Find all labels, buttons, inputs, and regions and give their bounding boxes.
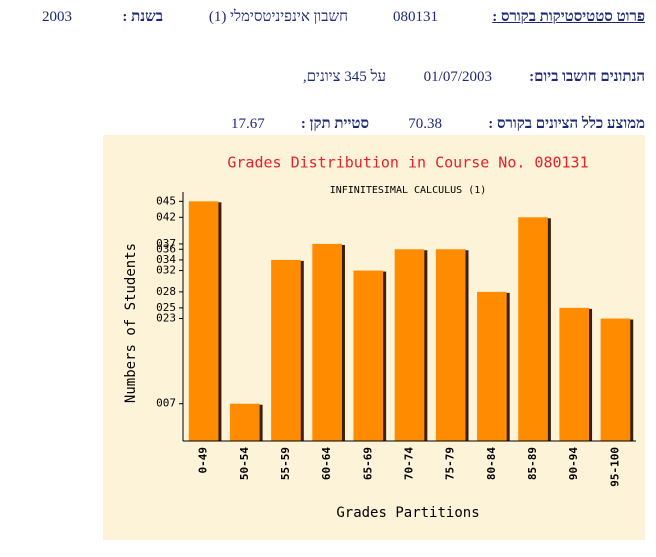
y-tick-label: 036	[156, 242, 176, 255]
std: 17.67	[231, 116, 265, 132]
x-tick-label: 65-69	[361, 447, 374, 480]
chart-subtitle: INFINITESIMAL CALCULUS (1)	[330, 185, 487, 196]
y-axis-label: Numbers of Students	[123, 243, 139, 403]
bar	[435, 249, 466, 441]
x-tick-label: 50-54	[238, 447, 251, 480]
x-tick-label: 55-59	[279, 447, 292, 480]
mean-label: ממוצע כלל הציונים בקורס :	[488, 116, 645, 132]
year: 2003	[42, 9, 72, 25]
title-label: פרוט סטטיסטיקות בקורס :	[492, 9, 645, 25]
chart-title: Grades Distribution in Course No. 080131	[227, 154, 588, 172]
y-tick-label: 037	[156, 237, 176, 250]
mean: 70.38	[408, 116, 442, 132]
std-label: סטיית תקן :	[300, 116, 369, 132]
computed-date: 01/07/2003	[423, 69, 492, 85]
x-tick-label: 95-100	[608, 447, 621, 487]
y-tick-label: 007	[156, 397, 176, 410]
y-tick-label: 023	[156, 312, 176, 325]
chart: Grades Distribution in Course No. 080131…	[103, 135, 645, 540]
x-tick-label: 60-64	[320, 447, 333, 480]
y-tick-label: 034	[156, 253, 176, 266]
y-tick-label: 042	[156, 210, 176, 223]
x-tick-label: 0-49	[197, 447, 210, 474]
year-label: בשנת :	[122, 9, 163, 25]
course-name: חשבון אינפיניטסימלי (1)	[208, 9, 348, 25]
y-tick-label: 032	[156, 264, 176, 277]
bar	[188, 201, 219, 441]
x-tick-label: 75-79	[444, 447, 457, 480]
bar	[600, 318, 631, 441]
x-tick-label: 70-74	[403, 447, 416, 480]
x-tick-label: 80-84	[485, 447, 498, 480]
y-tick-label: 045	[156, 194, 176, 207]
bar	[353, 270, 384, 441]
bar	[312, 243, 342, 441]
bar	[477, 291, 507, 441]
y-tick-label: 028	[156, 285, 176, 298]
bar	[559, 307, 590, 441]
bar	[394, 249, 425, 441]
y-tick-label: 025	[156, 301, 176, 314]
x-tick-label: 85-89	[526, 447, 539, 480]
x-tick-label: 90-94	[567, 447, 580, 480]
bar	[271, 259, 301, 441]
bar	[518, 217, 548, 441]
x-axis-label: Grades Partitions	[336, 505, 479, 521]
course-number: 080131	[393, 9, 438, 25]
bar	[229, 403, 260, 441]
count-text: על 345 ציונים,	[302, 69, 386, 85]
computed-label: הנתונים חושבו ביום:	[529, 69, 645, 85]
